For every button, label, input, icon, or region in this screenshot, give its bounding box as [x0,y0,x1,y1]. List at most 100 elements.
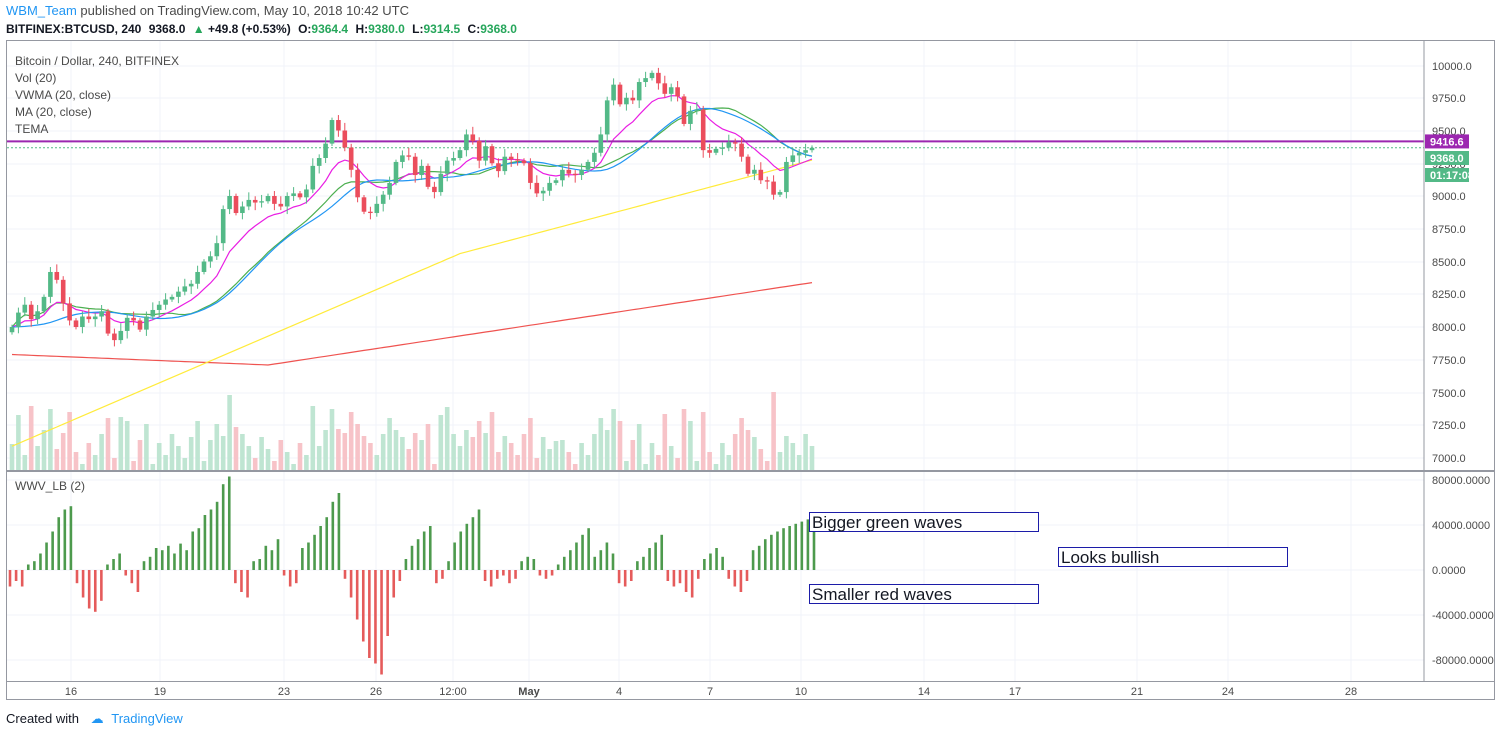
candle-body [342,130,348,148]
candle-body [156,304,162,310]
legend-ma20[interactable]: MA (20, close) [15,105,92,119]
volume-bar [336,429,341,470]
wwv-bar [672,570,676,587]
legend-symbol[interactable]: Bitcoin / Dollar, 240, BITFINEX [15,54,180,68]
annotation-red-waves[interactable]: Smaller red waves [809,584,1039,604]
candle-body [553,180,559,183]
candle-body [60,279,66,304]
candle-body [176,291,181,297]
legend-vwma[interactable]: VWMA (20, close) [15,88,112,102]
volume-bar [425,424,431,470]
ma200-line [11,282,813,366]
candle-body [636,82,642,101]
candle-body [796,152,802,156]
candle-body [144,316,149,330]
candle-body [739,143,744,157]
wwv-bar [678,570,682,584]
volume-bar [48,409,53,470]
wwv-bar [812,517,816,570]
level-price-badge-bg [1425,134,1469,149]
legend-volume[interactable]: Vol (20) [15,71,57,85]
volume-bar [342,433,348,470]
wwv-bar [130,570,134,584]
candle-body [355,169,360,198]
wwv-bar [611,553,615,570]
candle-body [323,143,328,159]
volume-bar [643,464,648,470]
wwv-bar [337,493,341,570]
wwv-bar [282,570,286,576]
author-link[interactable]: WBM_Team [6,3,77,18]
wwv-bar [252,561,255,570]
volume-bar [470,437,476,470]
wwv-bar [538,570,542,576]
volume-bar [412,433,418,470]
candle-body [502,156,508,172]
volume-bar [304,455,309,470]
volume-bar [259,437,264,470]
time-axis-label: 12:00 [439,686,467,698]
wwv-axis-label: 80000.0000 [1432,475,1490,487]
volume-bar [163,455,168,470]
wwv-bar [526,556,530,570]
candle-body [572,173,578,176]
price-axis-label: 7750.0 [1432,355,1466,367]
annotation-green-waves[interactable]: Bigger green waves [809,512,1039,532]
volume-bar [60,433,66,470]
wwv-bar [465,523,469,570]
candle-body [649,72,655,79]
candle-body [457,150,463,159]
footer-brand[interactable]: TradingView [111,711,183,726]
price-axis-label: 7500.0 [1432,388,1466,400]
candle-body [540,190,546,194]
wwv-bar [148,556,152,570]
last-price-badge-bg [1425,151,1469,165]
candle-body [611,84,616,101]
wwv-bar [690,570,694,598]
high-label: H: [355,22,369,36]
annotation-bullish[interactable]: Looks bullish [1058,547,1288,567]
wwv-bar [45,542,48,570]
volume-bar [707,452,712,470]
volume-bar [624,461,629,470]
wwv-bars [8,476,816,675]
volume-bar [67,412,72,470]
volume-bar [572,464,578,470]
volume-bar [118,417,124,470]
wwv-axis-label: -80000.0000 [1432,655,1494,667]
volume-bar [777,452,783,470]
wwv-axis-label: 40000.0000 [1432,520,1490,532]
candle-body [777,192,783,195]
candle-body [304,189,309,198]
wwv-bar [8,570,12,587]
candle-body [617,84,623,105]
legend-tema[interactable]: TEMA [15,122,49,136]
volume-bar [284,452,290,470]
close-value: 9368.0 [480,22,517,36]
wwv-bar [331,501,335,570]
candle-body [201,261,207,272]
indicator-legend[interactable]: WWV_LB (2) [15,479,86,493]
candle-body [297,193,303,198]
wwv-bar [81,570,85,598]
wwv-bar [721,556,724,570]
candle-body [35,311,40,320]
symbol-label: BITFINEX:BTCUSD, 240 [6,22,142,36]
wwv-bar [453,542,456,570]
candle-body [508,156,514,160]
candle-body [752,169,757,174]
volume-bar [16,415,21,470]
volume-bar [668,446,674,470]
volume-bar [617,421,623,470]
footer: Created with ☁ TradingView [6,711,183,727]
volume-bar [803,434,808,470]
wwv-bar [136,570,140,592]
wwv-bar [587,528,590,570]
volume-bar [700,412,706,470]
open-value: 9364.4 [311,22,349,36]
candle-body [252,199,258,203]
volume-bar [86,443,92,470]
volume-bar [41,430,47,470]
volume-bar [547,449,552,470]
